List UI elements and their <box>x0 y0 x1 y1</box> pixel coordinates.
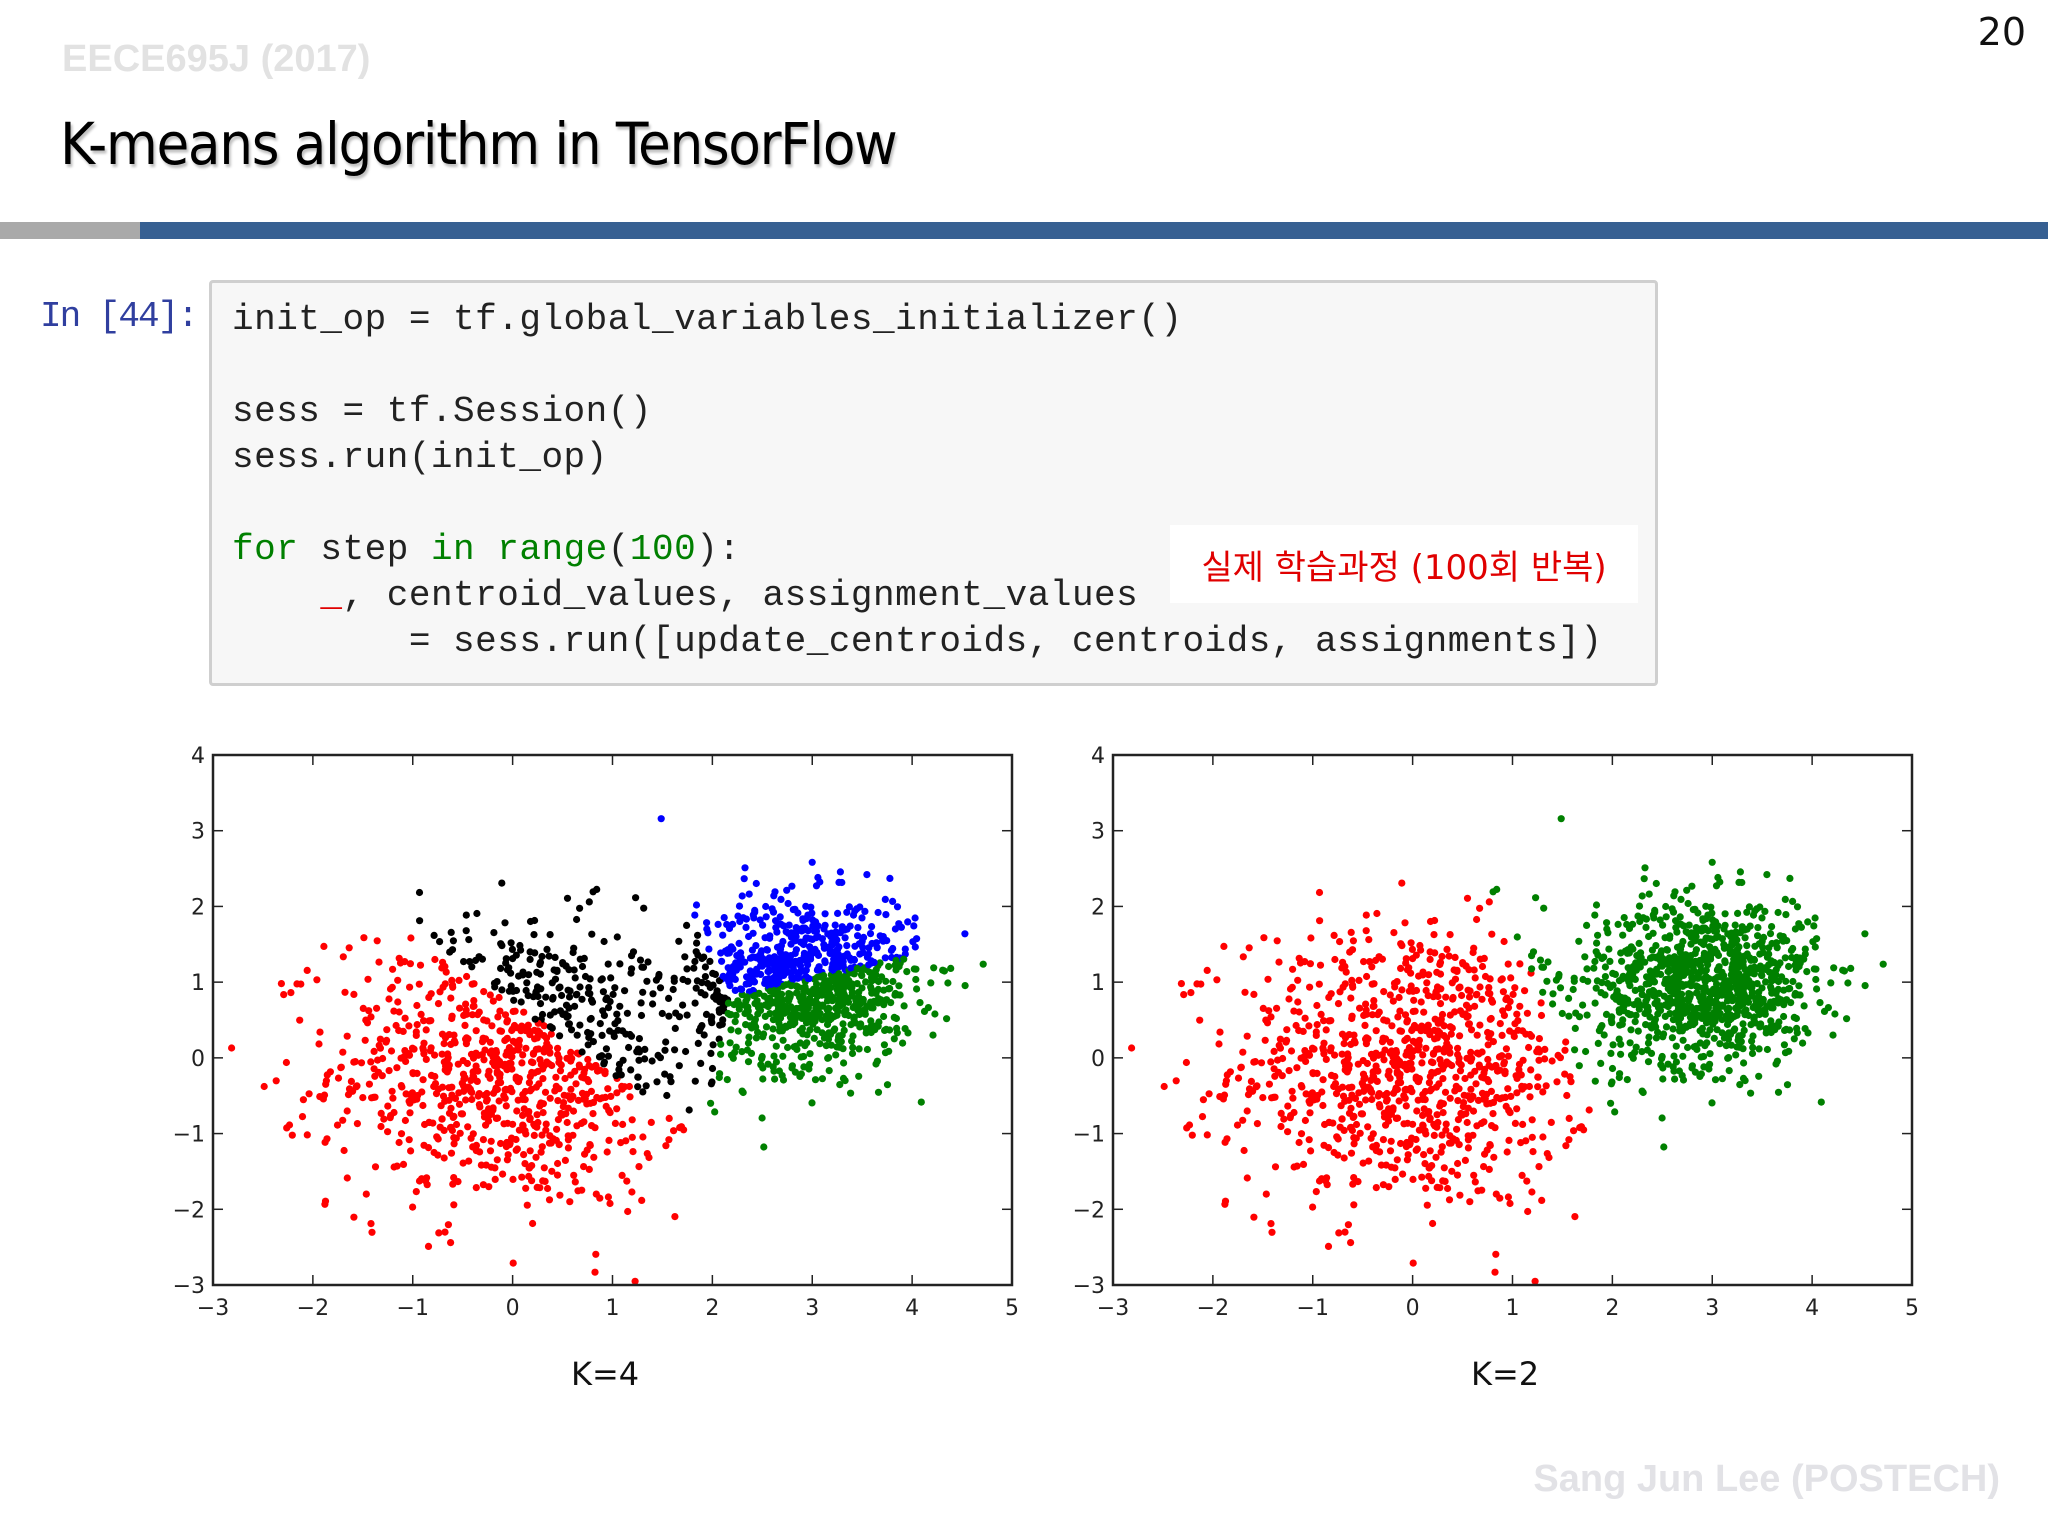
code-line: = sess.run([update_centroids, centroids,… <box>232 621 1603 662</box>
code-editor[interactable]: init_op = tf.global_variables_initialize… <box>232 297 1602 665</box>
x-tick-label: −3 <box>197 1296 229 1320</box>
scatter-plot-k2: −3 −2 −1 0 1 2 3 4 5 −3 −2 −1 0 1 2 3 4 <box>1050 740 1930 1320</box>
y-tick-label: −1 <box>173 1123 205 1148</box>
code-line: _, centroid_values, assignment_values <box>320 575 1139 616</box>
x-tick-label: −2 <box>1197 1296 1229 1320</box>
x-tick-label: 2 <box>1605 1296 1619 1320</box>
scatter-points <box>228 815 987 1285</box>
x-tick-label: −2 <box>297 1296 329 1320</box>
x-tick-label: −3 <box>1097 1296 1129 1320</box>
y-tick-label: −2 <box>173 1198 205 1223</box>
x-tick-label: 4 <box>905 1296 919 1320</box>
code-line: sess.run(init_op) <box>232 437 608 478</box>
y-tick-label: 3 <box>191 820 205 845</box>
code-line: for step in range(100): <box>232 529 741 570</box>
cell-prompt: In [44]: <box>40 296 199 337</box>
caption-k2: K=2 <box>1471 1355 1540 1393</box>
author-footer: Sang Jun Lee (POSTECH) <box>1533 1458 2000 1500</box>
y-tick-label: 2 <box>191 895 205 920</box>
y-tick-label: 0 <box>191 1047 205 1072</box>
x-tick-label: 3 <box>1705 1296 1719 1320</box>
title-divider-gray <box>0 222 140 239</box>
x-tick-label: 2 <box>705 1296 719 1320</box>
x-tick-label: −1 <box>397 1296 429 1320</box>
x-tick-label: 1 <box>1506 1296 1520 1320</box>
x-tick-label: 0 <box>506 1296 520 1320</box>
x-tick-label: 5 <box>1005 1296 1019 1320</box>
y-tick-label: 2 <box>1091 895 1105 920</box>
x-tick-label: −1 <box>1297 1296 1329 1320</box>
y-tick-label: −3 <box>1073 1274 1105 1299</box>
y-tick-label: −1 <box>1073 1123 1105 1148</box>
y-tick-label: 0 <box>1091 1047 1105 1072</box>
x-tick-label: 1 <box>606 1296 620 1320</box>
scatter-plot-k4: −3 −2 −1 0 1 2 3 4 5 −3 −2 −1 0 1 2 3 4 <box>150 740 1030 1320</box>
x-tick-label: 0 <box>1406 1296 1420 1320</box>
code-line: init_op = tf.global_variables_initialize… <box>232 299 1183 340</box>
y-tick-label: 3 <box>1091 820 1105 845</box>
slide-title: K-means algorithm in TensorFlow <box>60 110 898 178</box>
y-tick-label: −3 <box>173 1274 205 1299</box>
code-line: sess = tf.Session() <box>232 391 652 432</box>
training-annotation: 실제 학습과정 (100회 반복) <box>1170 525 1638 603</box>
y-tick-label: −2 <box>1073 1198 1105 1223</box>
course-label: EECE695J (2017) <box>62 38 371 80</box>
x-tick-label: 5 <box>1905 1296 1919 1320</box>
y-tick-label: 1 <box>1091 971 1105 996</box>
title-divider-blue <box>140 222 2048 239</box>
x-tick-label: 3 <box>805 1296 819 1320</box>
x-tick-label: 4 <box>1805 1296 1819 1320</box>
code-cell[interactable]: init_op = tf.global_variables_initialize… <box>209 280 1658 686</box>
scatter-points <box>1128 815 1887 1285</box>
y-tick-label: 1 <box>191 971 205 996</box>
y-tick-label: 4 <box>191 744 205 769</box>
y-tick-label: 4 <box>1091 744 1105 769</box>
page-number: 20 <box>1977 10 2026 54</box>
caption-k4: K=4 <box>571 1355 640 1393</box>
